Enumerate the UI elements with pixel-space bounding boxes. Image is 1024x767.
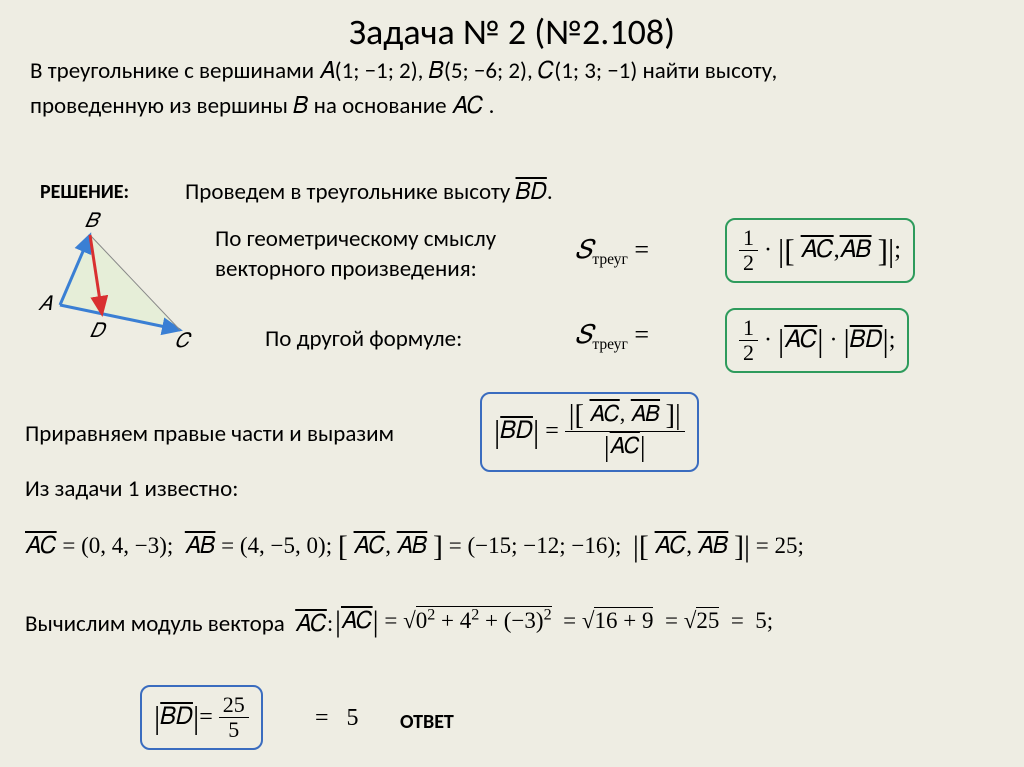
solution-label: РЕШЕНИЕ: <box>40 180 129 204</box>
known-text: Из задачи 1 известно: <box>25 475 238 503</box>
vectors-values: 𝐴𝐶 = (0, 4, −3); 𝐴𝐵 = (4, −5, 0); [ 𝐴𝐶, … <box>25 530 804 564</box>
problem-line2: проведенную из вершины 𝐵 на основание 𝐴𝐶… <box>30 92 494 120</box>
ac-magnitude-calc: |𝐴𝐶| = √02 + 42 + (−3)2 = √16 + 9 = √25 … <box>335 605 773 639</box>
s-formula-2-box: 12 · |𝐴𝐶| · |𝐵𝐷|; <box>725 308 909 373</box>
s-formula-2-prefix: 𝑆треуг = <box>575 320 649 354</box>
problem-statement: В треугольнике с вершинами 𝐴(1; −1; 2), … <box>0 54 1024 123</box>
triangle-diagram: 𝐵 𝐴 𝐷 𝐶 <box>30 215 200 355</box>
other-formula-text: По другой формуле: <box>265 325 462 353</box>
s-formula-1-box: 12 · |[ 𝐴𝐶, 𝐴𝐵 ]|; <box>725 218 915 283</box>
s-formula-1-prefix: 𝑆треуг = <box>575 235 649 269</box>
calc-text: Вычислим модуль вектора 𝐴𝐶: <box>25 610 333 638</box>
equate-text: Приравняем правые части и выразим <box>25 420 394 448</box>
problem-line1: В треугольнике с вершинами 𝐴(1; −1; 2), … <box>30 57 777 85</box>
solution-intro: Проведем в треугольнике высоту 𝐵𝐷. <box>185 178 553 206</box>
bd-formula-box: |𝐵𝐷| = |[ 𝐴𝐶, 𝐴𝐵 ]| |𝐴𝐶| <box>480 392 699 472</box>
geometric-meaning-text: По геометрическому смыслу векторного про… <box>215 225 555 285</box>
answer-label: ОТВЕТ <box>400 710 454 734</box>
final-equals: = 5 <box>315 705 359 732</box>
page-title: Задача № 2 (№2.108) <box>0 0 1024 54</box>
bd-result-box: |𝐵𝐷| = 255 <box>140 685 263 750</box>
